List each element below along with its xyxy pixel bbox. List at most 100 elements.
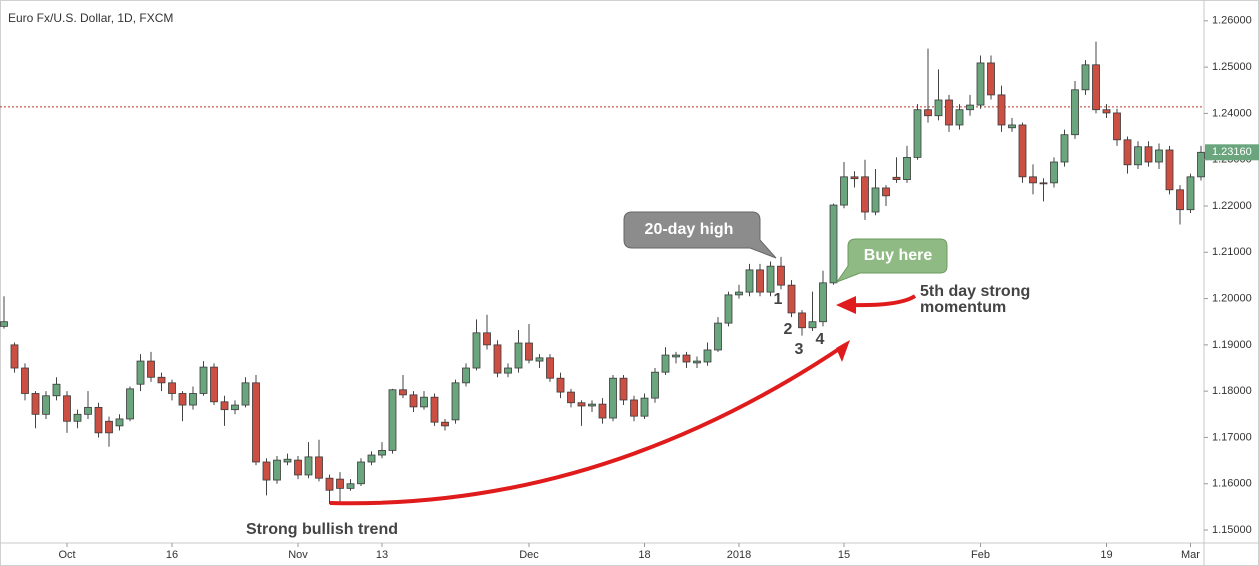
candle-body: [409, 394, 418, 408]
candle-body: [1071, 89, 1079, 136]
candle-body: [1113, 112, 1121, 141]
candle-body: [1029, 176, 1037, 184]
x-tick-label: Dec: [519, 549, 539, 561]
candle-body: [472, 332, 481, 369]
candle-body: [682, 354, 691, 363]
candle-body: [10, 344, 19, 369]
candle-body: [336, 478, 344, 489]
candle-body: [693, 360, 701, 364]
candle-body: [294, 459, 302, 476]
x-tick-label: Oct: [58, 549, 75, 561]
y-tick-label: 1.24000: [1212, 107, 1252, 119]
candle-body: [819, 282, 827, 323]
candle-body: [703, 349, 712, 363]
candle-body: [546, 357, 554, 379]
candle-body: [357, 461, 365, 485]
candle-body: [388, 389, 397, 451]
y-tick-label: 1.26000: [1212, 15, 1252, 27]
candle-body: [714, 322, 722, 351]
candle-body: [1060, 134, 1069, 163]
trend-arrow-head: [836, 340, 850, 362]
candle-body: [1165, 149, 1174, 191]
candle-body: [913, 109, 922, 158]
candle-body: [766, 265, 775, 293]
candle-body: [945, 99, 953, 126]
candle-body: [346, 483, 355, 489]
candle-body: [514, 342, 523, 369]
trend-label: Strong bullish trend: [246, 521, 398, 538]
day-count: 1: [774, 291, 783, 308]
x-tick-label: 15: [838, 549, 850, 561]
candle-body: [882, 187, 890, 197]
x-tick-label: 13: [376, 549, 388, 561]
candle-body: [525, 342, 533, 361]
candle-body: [861, 176, 869, 213]
x-tick-label: 2018: [727, 549, 751, 561]
candle-body: [1134, 146, 1142, 166]
candle-body: [262, 461, 271, 481]
candle-body: [283, 458, 292, 463]
candle-body: [462, 367, 470, 384]
x-tick-label: Mar: [1181, 549, 1200, 561]
candle-body: [315, 456, 323, 479]
candle-body: [1102, 109, 1111, 114]
candle-body: [661, 354, 670, 373]
candle-body: [609, 377, 617, 419]
y-tick-label: 1.17000: [1212, 431, 1252, 443]
candle-body: [94, 406, 103, 434]
candle-body: [903, 156, 911, 181]
candle-body: [840, 176, 848, 206]
candle-body: [220, 401, 229, 411]
candle-body: [588, 403, 596, 407]
candle-body: [451, 382, 460, 421]
candle-body: [273, 459, 281, 481]
y-tick-label: 1.25000: [1212, 61, 1252, 73]
candle-body: [1081, 64, 1090, 91]
candle-body: [367, 454, 376, 463]
candle-body: [42, 395, 50, 415]
y-tick-label: 1.22000: [1212, 200, 1252, 212]
candle-body: [420, 396, 428, 408]
x-tick-label: Nov: [288, 549, 308, 561]
candle-body: [52, 383, 61, 397]
x-tick-label: 19: [1100, 549, 1112, 561]
day-count: 3: [795, 341, 804, 358]
candle-body: [483, 332, 491, 346]
candle-body: [598, 403, 607, 419]
chart-title: Euro Fx/U.S. Dollar, 1D, FXCM: [8, 11, 173, 25]
x-tick-label: 16: [166, 549, 178, 561]
momentum-arrow-head: [836, 296, 856, 314]
momentum-line: 5th day strong: [920, 283, 1030, 300]
y-tick-label: 1.18000: [1212, 385, 1252, 397]
candle-body: [441, 421, 449, 427]
candle-body: [105, 420, 113, 434]
candle-body: [850, 176, 859, 180]
candle-body: [0, 321, 8, 327]
candle-body: [1123, 139, 1132, 166]
candle-body: [1092, 64, 1100, 111]
x-tick-label: 18: [638, 549, 650, 561]
candle-body: [493, 344, 502, 374]
candle-body: [199, 366, 208, 394]
candle-body: [304, 456, 313, 476]
candle-body: [73, 413, 82, 422]
candle-body: [787, 284, 796, 314]
y-tick-label: 1.16000: [1212, 478, 1252, 490]
candle-body: [871, 187, 880, 213]
y-tick-label: 1.19000: [1212, 339, 1252, 351]
y-tick-label: 1.21000: [1212, 246, 1252, 258]
candle-body: [157, 376, 166, 384]
candle-body: [252, 382, 260, 463]
y-tick-label: 1.20000: [1212, 292, 1252, 304]
candle-body: [577, 402, 586, 407]
candle-body: [178, 393, 187, 406]
candle-body: [640, 397, 649, 417]
candle-body: [325, 477, 334, 491]
candle-body: [619, 377, 628, 401]
candle-body: [1186, 176, 1195, 211]
candle-body: [189, 393, 197, 406]
candle-body: [651, 371, 659, 399]
